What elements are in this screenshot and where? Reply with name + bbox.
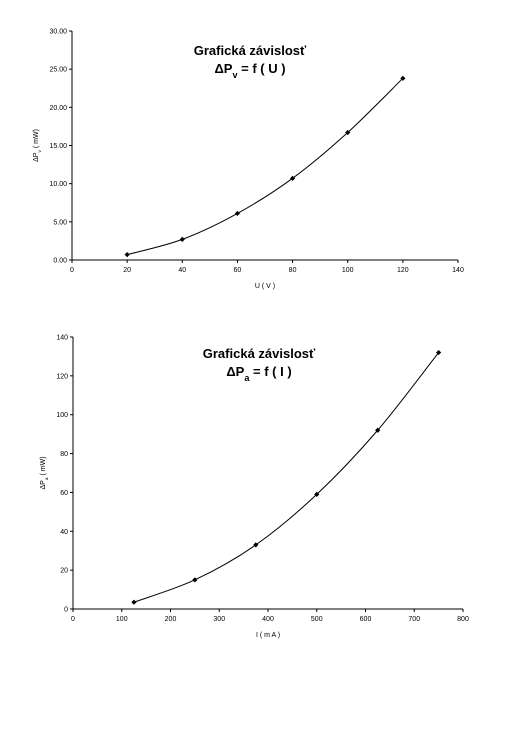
data-point: [345, 129, 351, 136]
chart-voltage-loss: 0 20 40 60 80 100 120 140 0.00 5.00 10.00 15.00 20.0…: [0, 0, 513, 310]
x-tick-label: 140: [452, 267, 464, 274]
data-point: [192, 577, 198, 583]
chart-title: Grafická závislosť: [203, 346, 316, 361]
y-tick-label: 0: [64, 607, 68, 614]
y-tick-label: 15.00: [49, 143, 67, 150]
chart-title: Grafická závislosť: [194, 43, 307, 58]
chart-subtitle: ΔPa = f ( I ): [226, 364, 291, 383]
y-tick-label: 100: [56, 412, 68, 419]
data-point: [289, 175, 296, 181]
chart-marks: 0 100 200 300 400 500 600 700 800 0 20 40 60 80 100 120…: [40, 335, 469, 640]
x-tick-label: 800: [457, 616, 469, 623]
y-tick-label: 10.00: [49, 181, 67, 188]
data-point: [314, 491, 320, 497]
chart-svg: 0 100 200 300 400 500 600 700 800 0 20 40 60 80 100 120…: [40, 335, 469, 640]
data-point: [131, 599, 137, 605]
y-axis-label: ΔPv ( mW): [33, 129, 43, 162]
y-tick-label: 140: [56, 335, 68, 342]
x-tick-label: 100: [342, 267, 354, 274]
x-tick-label: 300: [213, 616, 225, 623]
chart-current-loss: 0 100 200 300 400 500 600 700 800 0 20 40 60 80 100 120…: [0, 320, 513, 660]
x-tick-label: 0: [71, 616, 75, 623]
x-tick-label: 120: [397, 267, 409, 274]
y-tick-label: 80: [60, 451, 68, 458]
y-tick-label: 0.00: [53, 258, 67, 265]
x-tick-label: 0: [70, 267, 74, 274]
x-tick-label: 80: [289, 267, 297, 274]
chart-svg: 0 20 40 60 80 100 120 140 0.00 5.00 10.00 15.00 20.0…: [33, 29, 464, 291]
y-tick-label: 5.00: [53, 219, 67, 226]
y-axis-label: ΔPa ( mW): [40, 456, 50, 489]
data-point: [436, 349, 442, 356]
x-axis-label: I ( m A ): [256, 632, 280, 639]
x-tick-label: 200: [165, 616, 177, 623]
x-tick-label: 600: [360, 616, 372, 623]
x-tick-label: 400: [262, 616, 274, 623]
x-axis-label: U ( V ): [255, 283, 275, 290]
y-tick-label: 25.00: [49, 67, 67, 74]
y-tick-label: 120: [56, 373, 68, 380]
x-tick-label: 100: [116, 616, 128, 623]
series-line: [133, 352, 440, 603]
x-tick-label: 20: [123, 267, 131, 274]
x-tick-label: 700: [408, 616, 420, 623]
data-point: [124, 252, 130, 258]
y-tick-label: 20: [60, 568, 68, 575]
data-point: [400, 75, 406, 81]
y-tick-label: 60: [60, 490, 68, 497]
data-point: [234, 210, 241, 217]
x-tick-label: 60: [234, 267, 242, 274]
y-tick-label: 40: [60, 529, 68, 536]
chart-subtitle: ΔPv = f ( U ): [214, 61, 285, 80]
x-tick-label: 500: [311, 616, 323, 623]
y-tick-label: 30.00: [49, 29, 67, 36]
chart-marks: 0 20 40 60 80 100 120 140 0.00 5.00 10.00 15.00 20.0…: [33, 29, 464, 291]
y-tick-label: 20.00: [49, 105, 67, 112]
series-line: [127, 77, 404, 256]
data-point: [179, 236, 185, 242]
x-tick-label: 40: [178, 267, 186, 274]
data-point: [375, 427, 381, 433]
